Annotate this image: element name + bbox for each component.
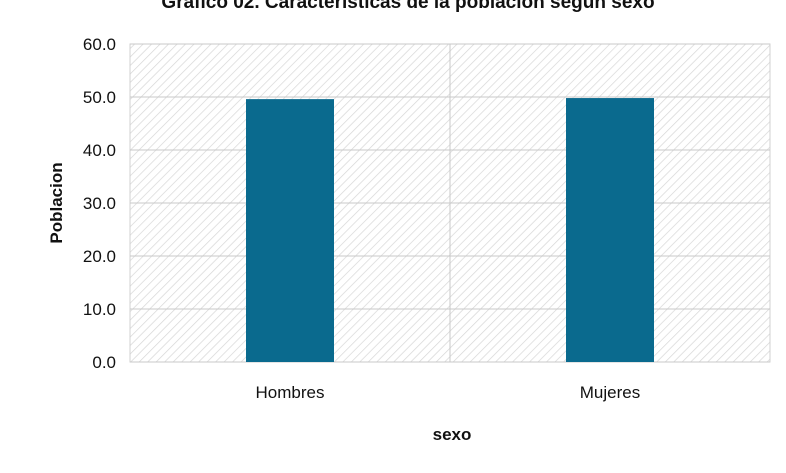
x-tick-label: Mujeres — [580, 383, 640, 402]
y-tick-label: 50.0 — [83, 88, 116, 107]
y-axis-label: Poblacion — [47, 162, 66, 243]
bars — [246, 98, 654, 363]
y-tick-label: 10.0 — [83, 300, 116, 319]
gridlines — [130, 43, 770, 363]
chart-title: Gráfico 02. Características de la poblac… — [161, 0, 654, 13]
y-tick-label: 40.0 — [83, 141, 116, 160]
y-axis-ticks: 0.0 10.0 20.0 30.0 40.0 50.0 60.0 — [83, 35, 116, 372]
bar-mujeres — [566, 98, 654, 362]
x-axis-label: sexo — [433, 425, 472, 444]
x-tick-label: Hombres — [256, 383, 325, 402]
x-axis-ticks: Hombres Mujeres — [256, 383, 641, 402]
y-tick-label: 20.0 — [83, 247, 116, 266]
y-tick-label: 60.0 — [83, 35, 116, 54]
bar-hombres — [246, 99, 334, 363]
y-tick-label: 0.0 — [92, 353, 116, 372]
y-tick-label: 30.0 — [83, 194, 116, 213]
